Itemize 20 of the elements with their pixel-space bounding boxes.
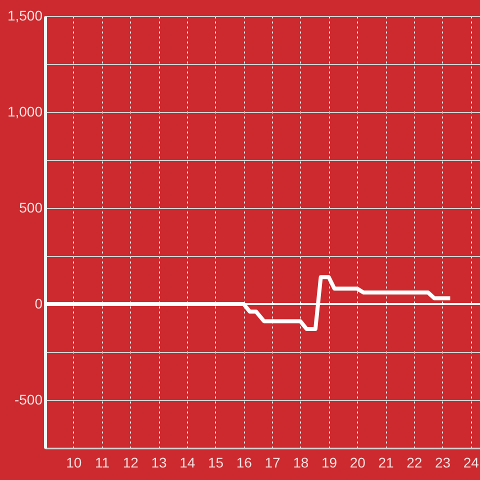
x-tick-label: 17: [264, 454, 281, 470]
x-tick-label: 12: [122, 454, 139, 470]
x-tick-label: 18: [293, 454, 309, 470]
x-tick-label: 20: [350, 454, 366, 470]
x-tick-label: 14: [180, 454, 196, 470]
x-tick-label: 22: [406, 454, 422, 470]
x-tick-label: 24: [463, 454, 480, 470]
x-tick-label: 21: [378, 454, 394, 470]
y-tick-label: 500: [19, 200, 43, 216]
y-tick-label: 1,000: [7, 104, 43, 120]
y-tick-label: 1,500: [7, 8, 43, 24]
x-tick-label: 19: [321, 454, 338, 470]
x-tick-label: 23: [434, 454, 451, 470]
y-tick-label: -500: [14, 392, 43, 408]
y-tick-label: 0: [34, 296, 43, 312]
x-tick-label: 16: [236, 454, 252, 470]
x-tick-label: 15: [208, 454, 224, 470]
x-tick-label: 13: [151, 454, 167, 470]
x-tick-label: 11: [94, 454, 110, 470]
x-tick-label: 10: [66, 454, 82, 470]
